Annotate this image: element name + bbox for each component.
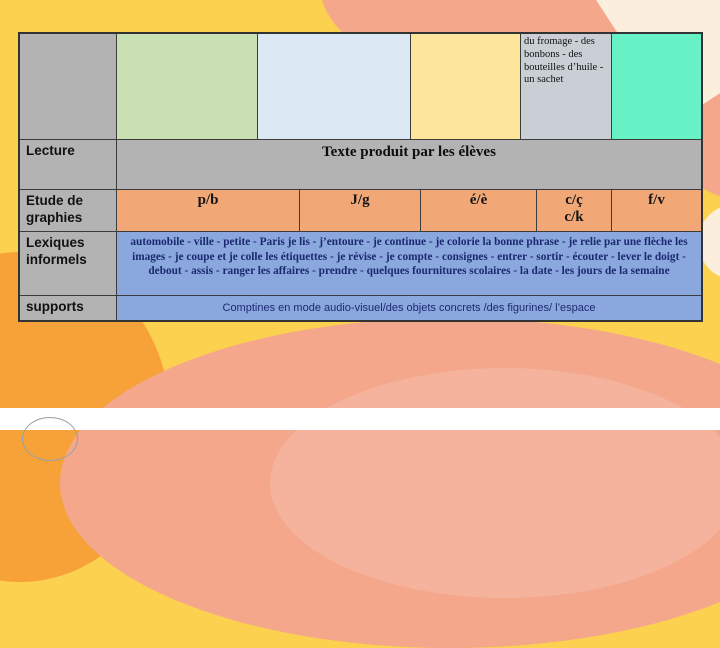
swatch-cell-yellow [411, 34, 521, 139]
table-row-header-swatches: du fromage - des bonbons - des bouteille… [20, 34, 701, 140]
lexiques-content-cell: automobile - ville - petite - Paris je l… [117, 232, 701, 295]
header-empty-label-cell [20, 34, 117, 139]
graphies-ck-line2: c/k [564, 209, 584, 226]
lecture-content-cell: Texte produit par les élèves [117, 140, 701, 189]
row-label-graphies: Etude de graphies [20, 190, 117, 231]
graphies-cell-ee: é/è [421, 190, 537, 231]
row-label-lecture: Lecture [20, 140, 117, 189]
row-label-supports: supports [20, 296, 117, 320]
graphies-cell-fv: f/v [612, 190, 701, 231]
graphies-cell-cc-ck: c/ç c/k [537, 190, 612, 231]
supports-content-cell: Comptines en mode audio-visuel/des objet… [117, 296, 701, 320]
graphies-cc-line1: c/ç [565, 192, 583, 208]
swatch-cell-green [117, 34, 258, 139]
stamp-circle-logo [22, 417, 78, 461]
table-row-graphies: Etude de graphies p/b J/g é/è c/ç c/k f/… [20, 190, 701, 232]
swatch-cell-fromage-text: du fromage - des bonbons - des bouteille… [521, 34, 612, 139]
background-white-band [0, 408, 720, 430]
graphies-cell-pb: p/b [117, 190, 300, 231]
background-cream-circle-right [698, 204, 720, 280]
table-row-lexiques: Lexiques informels automobile - ville - … [20, 232, 701, 296]
table-row-lecture: Lecture Texte produit par les élèves [20, 140, 701, 190]
graphies-cell-jg: J/g [300, 190, 421, 231]
swatch-cell-teal [612, 34, 701, 139]
row-label-lexiques: Lexiques informels [20, 232, 117, 295]
lesson-plan-table: du fromage - des bonbons - des bouteille… [18, 32, 703, 322]
table-row-supports: supports Comptines en mode audio-visuel/… [20, 296, 701, 320]
background-pink-blob-bottom [270, 368, 720, 598]
swatch-cell-blue [258, 34, 411, 139]
